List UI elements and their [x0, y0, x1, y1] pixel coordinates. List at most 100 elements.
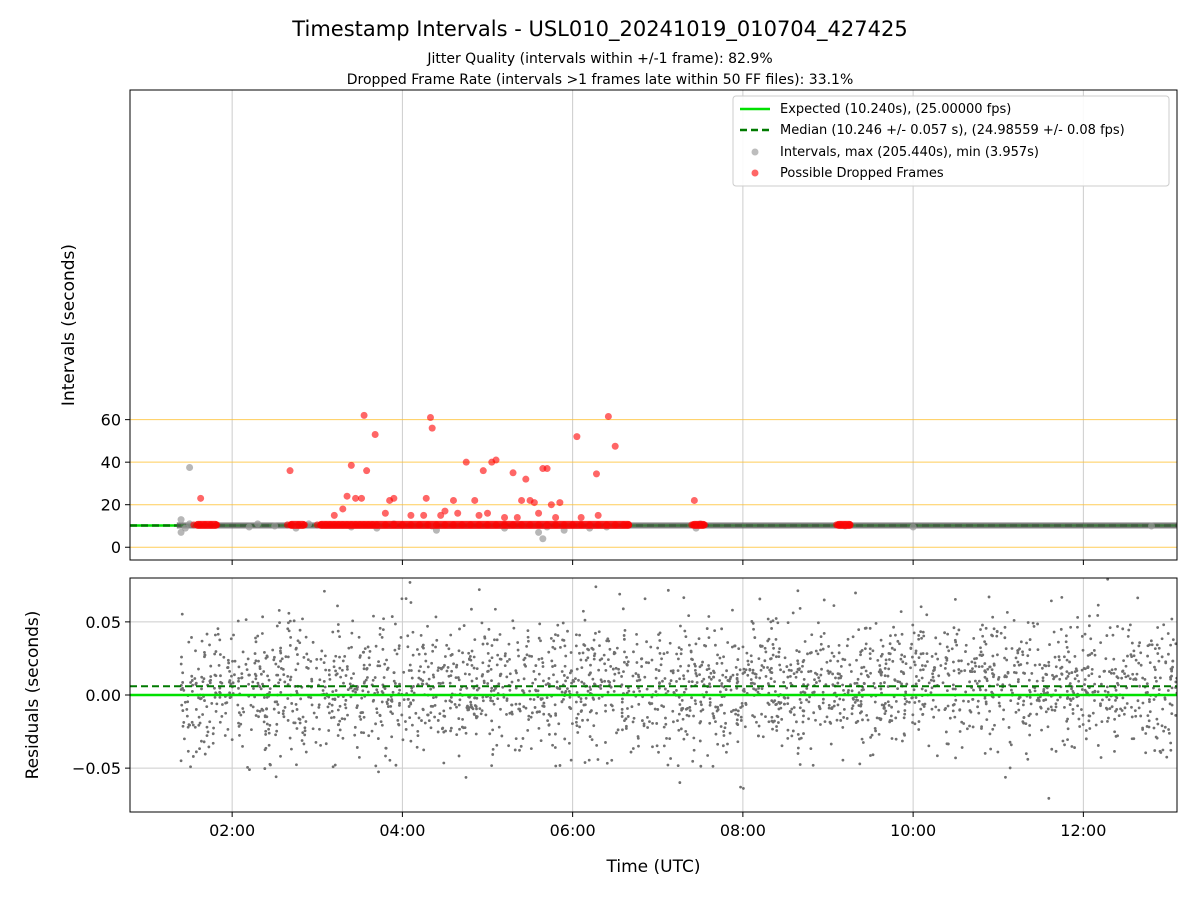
residual-point-2046 [1012, 618, 1016, 622]
residual-point-311 [213, 695, 217, 699]
residual-point-2250 [254, 640, 258, 644]
residual-point-670 [604, 741, 607, 744]
residual-point-1818 [535, 710, 539, 714]
residual-point-1241 [589, 663, 592, 667]
residual-point-2027 [985, 677, 989, 681]
residual-point-2366 [662, 652, 666, 656]
residual-point-1134 [480, 621, 484, 625]
residual-point-2313 [991, 672, 994, 675]
residual-point-1627 [518, 748, 521, 752]
residual-point-1035 [794, 675, 798, 679]
residual-point-2404 [624, 724, 628, 728]
residual-point-2528 [955, 643, 959, 647]
residual-point-1272 [358, 655, 362, 659]
residual-point-1945 [421, 707, 425, 711]
residual-point-1835 [230, 674, 233, 678]
residual-point-2354 [210, 702, 214, 705]
residual-point-820 [695, 674, 699, 678]
residual-point-1072 [372, 614, 375, 618]
residual-point-1637 [379, 720, 383, 724]
residual-point-30 [809, 747, 813, 751]
residual-point-1057 [862, 688, 865, 692]
residual-point-1041 [280, 657, 284, 661]
interval-points-band [176, 522, 1177, 529]
residual-point-1828 [695, 681, 699, 684]
residual-point-295 [1143, 678, 1147, 681]
residual-point-1167 [922, 705, 926, 708]
residual-point-340 [200, 739, 203, 743]
residual-point-701 [870, 733, 874, 737]
residual-point-1244 [398, 688, 402, 692]
residual-point-1377 [597, 630, 601, 634]
residual-point-2077 [275, 729, 279, 733]
residual-point-936 [343, 655, 347, 658]
residual-point-1502 [306, 658, 310, 662]
residual-point-1 [389, 710, 393, 714]
residual-point-560 [868, 647, 872, 651]
residual-point-2141 [477, 588, 481, 592]
residual-point-1987 [714, 732, 718, 736]
residual-point-228 [719, 703, 723, 707]
residual-point-1960 [934, 705, 938, 709]
residual-point-199 [484, 713, 488, 717]
residual-point-49 [1130, 705, 1133, 709]
residuals-y-axis-label: Residuals (seconds) [23, 611, 43, 780]
residual-point-1727 [1124, 664, 1128, 668]
residual-point-1098 [930, 686, 934, 690]
residual-point-1860 [568, 706, 572, 710]
residual-point-469 [568, 695, 572, 699]
residual-point-970 [522, 705, 526, 709]
residual-point-1985 [827, 645, 830, 648]
residual-point-2156 [318, 727, 321, 731]
residual-point-1729 [375, 707, 379, 711]
residual-point-1557 [780, 744, 784, 748]
residual-point-1590 [447, 647, 451, 651]
residual-point-1868 [541, 704, 545, 708]
residual-point-2375 [770, 666, 773, 670]
residual-point-1328 [968, 669, 972, 673]
residual-point-31 [770, 627, 773, 630]
residual-point-874 [913, 663, 917, 667]
residual-point-1612 [1170, 703, 1174, 707]
residual-point-433 [408, 581, 412, 584]
residual-point-1379 [237, 665, 241, 669]
residual-point-305 [1025, 641, 1028, 645]
residual-point-50 [426, 665, 430, 669]
residual-point-690 [770, 719, 774, 723]
residual-point-423 [449, 706, 452, 710]
residual-point-802 [332, 715, 336, 719]
residual-point-1630 [589, 688, 592, 691]
residual-point-1894 [365, 667, 369, 670]
residual-point-845 [448, 681, 452, 685]
residual-point-706 [917, 656, 921, 660]
residual-point-1166 [907, 700, 911, 704]
residual-point-1659 [567, 689, 571, 693]
residual-point-2223 [1014, 656, 1018, 660]
residual-point-1917 [1046, 725, 1050, 729]
residual-point-1279 [505, 675, 509, 679]
residual-point-1665 [964, 690, 968, 694]
residual-point-2086 [984, 702, 988, 706]
residual-point-827 [741, 645, 745, 649]
residual-point-2494 [819, 723, 822, 726]
residual-point-2346 [1076, 615, 1080, 619]
residual-point-1236 [343, 703, 347, 706]
residual-point-1233 [684, 730, 688, 733]
residual-point-847 [553, 746, 557, 749]
legend-box [732, 95, 1170, 187]
residual-point-790 [577, 678, 580, 682]
residual-point-2090 [205, 632, 209, 636]
residual-point-2087 [554, 712, 558, 716]
residual-point-1679 [954, 698, 958, 702]
residual-point-542 [351, 689, 355, 693]
residual-point-55 [490, 679, 493, 683]
residual-point-1543 [678, 781, 682, 784]
residual-point-1268 [547, 677, 551, 680]
residual-point-2386 [381, 628, 385, 632]
residual-point-1958 [473, 638, 477, 642]
residual-point-428 [869, 671, 872, 675]
residual-point-166 [1114, 698, 1117, 702]
residual-point-691 [1042, 689, 1046, 693]
residual-point-2352 [1008, 766, 1012, 770]
residual-point-2559 [780, 717, 784, 721]
